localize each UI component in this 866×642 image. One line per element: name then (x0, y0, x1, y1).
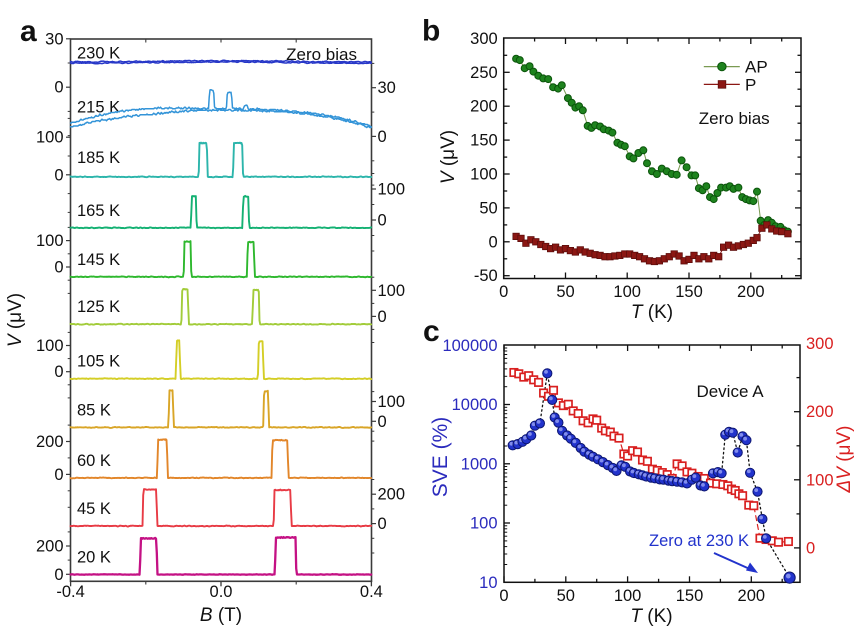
svg-text:c: c (423, 315, 440, 348)
svg-text:0: 0 (378, 308, 387, 326)
svg-text:200: 200 (36, 433, 64, 451)
svg-text:150: 150 (676, 587, 704, 605)
svg-text:200: 200 (36, 538, 64, 556)
svg-text:125 K: 125 K (77, 298, 120, 316)
svg-text:1000: 1000 (461, 455, 498, 473)
svg-text:10: 10 (479, 574, 497, 592)
svg-text:165 K: 165 K (77, 202, 120, 220)
svg-text:a: a (20, 15, 37, 48)
svg-text:150: 150 (470, 132, 498, 150)
svg-text:100: 100 (613, 283, 641, 301)
svg-text:100: 100 (470, 515, 498, 533)
svg-text:0: 0 (378, 128, 387, 146)
svg-text:0: 0 (378, 515, 387, 533)
svg-text:200: 200 (806, 403, 834, 421)
svg-text:250: 250 (470, 64, 498, 82)
svg-text:0: 0 (54, 466, 63, 484)
svg-text:100: 100 (378, 393, 406, 411)
svg-text:185 K: 185 K (77, 149, 120, 167)
svg-text:215 K: 215 K (77, 99, 120, 117)
svg-text:300: 300 (806, 335, 834, 353)
svg-text:0: 0 (489, 233, 498, 251)
svg-text:SVE (%): SVE (%) (429, 417, 452, 498)
svg-text:50: 50 (479, 199, 497, 217)
svg-text:30: 30 (45, 30, 63, 48)
svg-text:150: 150 (675, 283, 703, 301)
svg-text:100000: 100000 (442, 337, 497, 355)
svg-text:0: 0 (499, 283, 508, 301)
svg-text:20 K: 20 K (77, 549, 111, 567)
svg-text:b: b (422, 15, 440, 48)
svg-text:100: 100 (36, 232, 64, 250)
svg-text:200: 200 (470, 98, 498, 116)
svg-text:10000: 10000 (452, 396, 498, 414)
svg-text:100: 100 (378, 282, 406, 300)
svg-text:0: 0 (54, 363, 63, 381)
svg-text:Zero bias: Zero bias (286, 45, 357, 64)
svg-text:200: 200 (738, 587, 766, 605)
svg-text:T (K): T (K) (630, 606, 672, 627)
svg-text:300: 300 (470, 30, 498, 48)
svg-text:P: P (745, 76, 756, 95)
svg-text:100: 100 (470, 166, 498, 184)
svg-text:30: 30 (378, 79, 396, 97)
svg-text:0: 0 (499, 587, 508, 605)
svg-text:85 K: 85 K (77, 401, 111, 419)
svg-text:0: 0 (54, 259, 63, 277)
svg-text:200: 200 (737, 283, 765, 301)
svg-text:0: 0 (54, 166, 63, 184)
svg-text:Zero bias: Zero bias (699, 109, 770, 128)
svg-text:45 K: 45 K (77, 500, 111, 518)
svg-text:100: 100 (378, 181, 406, 199)
svg-text:V (μV): V (μV) (5, 293, 26, 347)
svg-text:50: 50 (556, 283, 574, 301)
svg-text:0: 0 (54, 566, 63, 584)
svg-text:0: 0 (54, 79, 63, 97)
svg-text:Device A: Device A (696, 382, 764, 401)
svg-text:200: 200 (378, 486, 406, 504)
svg-text:100: 100 (614, 587, 642, 605)
svg-text:100: 100 (806, 471, 834, 489)
svg-text:230 K: 230 K (77, 44, 120, 62)
svg-text:V (μV): V (μV) (438, 130, 459, 184)
svg-text:-0.4: -0.4 (56, 583, 84, 601)
svg-text:0: 0 (378, 413, 387, 431)
svg-text:Zero at 230 K: Zero at 230 K (649, 532, 749, 550)
svg-text:T (K): T (K) (631, 302, 673, 323)
svg-text:50: 50 (557, 587, 575, 605)
svg-text:ΔV (μV): ΔV (μV) (834, 426, 855, 494)
svg-text:B (T): B (T) (200, 605, 242, 626)
svg-text:0.0: 0.0 (210, 583, 233, 601)
svg-text:60 K: 60 K (77, 452, 111, 470)
svg-text:0.4: 0.4 (360, 583, 383, 601)
svg-text:0: 0 (378, 212, 387, 230)
svg-text:0: 0 (806, 539, 815, 557)
svg-text:100: 100 (36, 129, 64, 147)
svg-text:-50: -50 (474, 267, 498, 285)
svg-text:100: 100 (36, 337, 64, 355)
svg-text:105 K: 105 K (77, 353, 120, 371)
svg-text:145 K: 145 K (77, 251, 120, 269)
svg-text:AP: AP (745, 58, 768, 77)
